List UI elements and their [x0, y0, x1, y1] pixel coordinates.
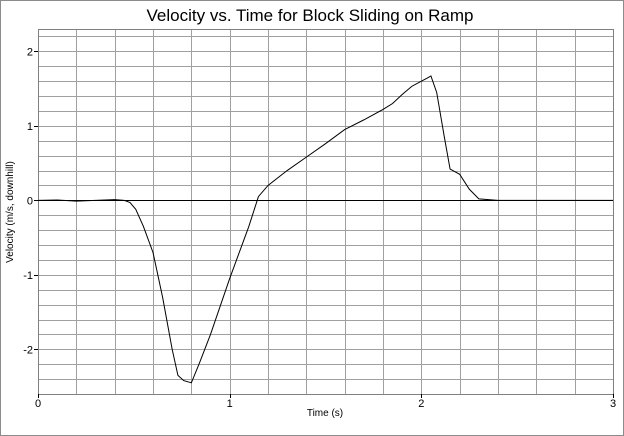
- chart-title: Velocity vs. Time for Block Sliding on R…: [147, 6, 474, 25]
- y-tick-label: 0: [27, 195, 33, 207]
- axes: [38, 29, 614, 395]
- x-tick-label: 3: [610, 398, 616, 410]
- x-axis-label: Time (s): [307, 408, 343, 419]
- x-tick-label: 1: [227, 398, 233, 410]
- y-tick-label: 2: [27, 46, 33, 58]
- grid: [38, 29, 614, 395]
- tick-labels: 0 1 2 3 -2 -1 0 1 2: [23, 46, 616, 410]
- y-axis-label: Velocity (m/s, downhill): [5, 161, 16, 263]
- plot-border: [38, 29, 614, 395]
- x-tick-label: 2: [418, 398, 424, 410]
- series-line: [37, 75, 613, 384]
- x-tick-label: 0: [35, 398, 41, 410]
- y-tick-label: -2: [23, 344, 33, 356]
- y-tick-label: -1: [23, 270, 33, 282]
- y-tick-label: 1: [27, 121, 33, 133]
